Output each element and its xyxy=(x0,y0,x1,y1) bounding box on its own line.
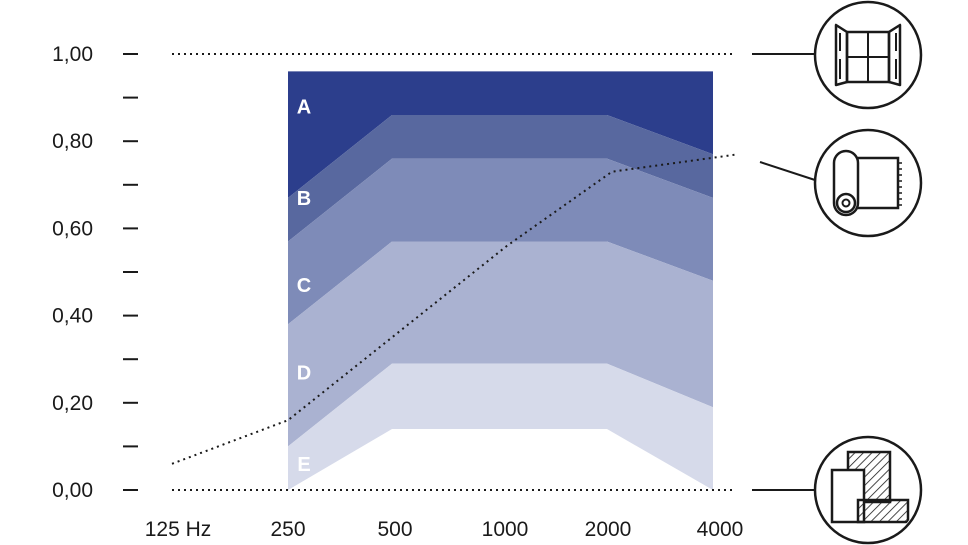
y-tick-label: 0,40 xyxy=(52,305,93,328)
dotted-series-line xyxy=(171,153,739,465)
band-label-c: C xyxy=(297,275,311,297)
reference-lines xyxy=(172,53,736,491)
window-icon xyxy=(813,0,923,110)
y-tick-label: 0,80 xyxy=(52,130,93,153)
x-tick-label: 125 Hz xyxy=(145,518,212,541)
x-tick-label: 4000 xyxy=(697,518,744,541)
y-tick-label: 0,00 xyxy=(52,479,93,502)
y-tick-label: 0,60 xyxy=(52,217,93,240)
x-tick-label: 1000 xyxy=(482,518,529,541)
icon-connector-1 xyxy=(759,161,819,182)
y-tick-label: 1,00 xyxy=(52,43,93,66)
band-a xyxy=(288,71,713,198)
band-label-d: D xyxy=(297,362,311,384)
band-c xyxy=(288,158,713,325)
x-tick-label: 2000 xyxy=(585,518,632,541)
y-axis: 1,00 0,80 0,60 0,40 0,20 0,00 xyxy=(52,43,138,502)
band-b xyxy=(288,115,713,242)
band-label-b: B xyxy=(297,188,311,210)
band-label-e: E xyxy=(297,454,310,476)
x-tick-label: 250 xyxy=(270,518,305,541)
band-labels: A B C D E xyxy=(297,96,311,476)
band-d xyxy=(288,241,713,447)
bands-layer xyxy=(288,71,713,490)
band-label-a: A xyxy=(297,96,311,118)
x-axis: 125 Hz 250 500 1000 2000 4000 xyxy=(145,518,744,541)
solid-block-icon xyxy=(813,435,923,545)
band-e xyxy=(288,363,713,490)
y-tick-label: 0,20 xyxy=(52,392,93,415)
icon-connectors xyxy=(752,53,819,491)
x-tick-label: 500 xyxy=(377,518,412,541)
roll-material-icon xyxy=(813,128,923,238)
dotted-series-layer xyxy=(171,153,739,465)
